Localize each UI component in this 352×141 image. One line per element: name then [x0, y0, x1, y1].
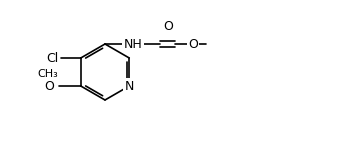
- Text: NH: NH: [124, 38, 142, 50]
- Text: N: N: [125, 80, 134, 92]
- Text: O: O: [188, 38, 198, 50]
- Text: O: O: [44, 80, 54, 92]
- Text: O: O: [163, 19, 173, 32]
- Text: CH₃: CH₃: [38, 69, 58, 79]
- Text: Cl: Cl: [46, 51, 59, 64]
